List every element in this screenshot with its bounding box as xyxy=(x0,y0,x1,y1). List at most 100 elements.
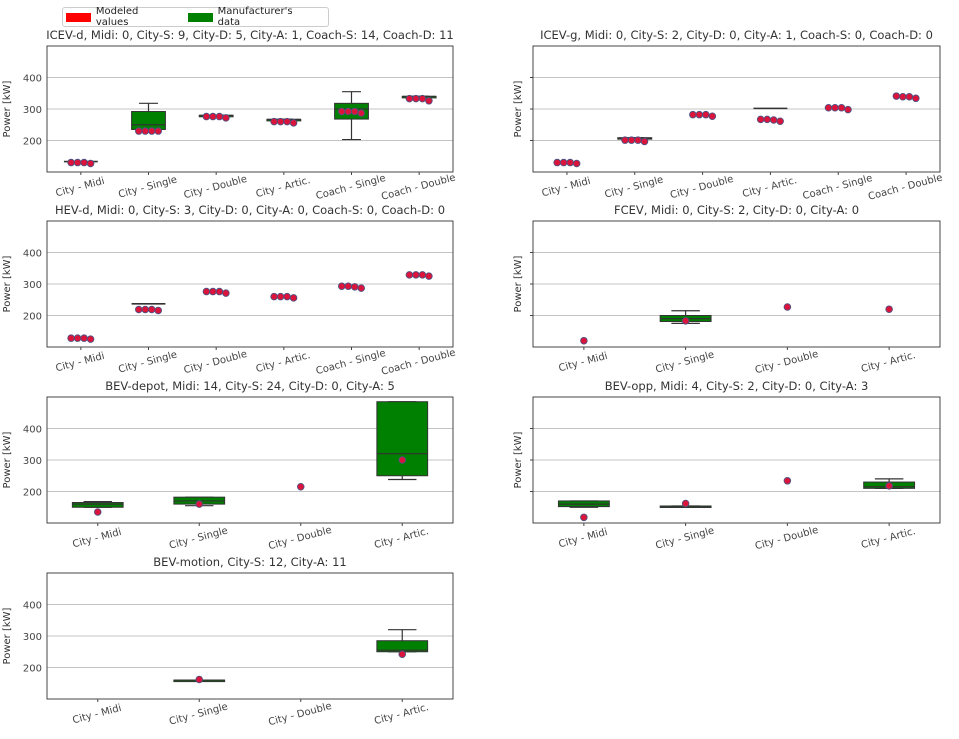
y-axis-label: Power [kW] xyxy=(513,255,524,312)
modeled-point xyxy=(154,127,162,135)
chart-panel: 200 300 400 HEV-d, Midi: 0, City-S: 3, City… xyxy=(2,203,457,378)
modeled-point xyxy=(67,158,75,167)
modeled-point xyxy=(297,483,305,491)
xtick-label: City - Double xyxy=(267,701,333,728)
box-body xyxy=(131,111,166,130)
modeled-point xyxy=(824,103,833,112)
xtick-label: City - Double xyxy=(183,174,249,201)
modeled-point xyxy=(276,117,285,126)
modeled-point xyxy=(283,117,291,126)
xtick-label: Coach - Double xyxy=(380,347,457,377)
modeled-point xyxy=(634,136,642,144)
chart-title: BEV-opp, Midi: 4, City-S: 2, City-D: 0, … xyxy=(605,379,869,393)
modeled-point xyxy=(134,305,143,314)
modeled-point xyxy=(141,305,149,314)
y-axis-label: Power [kW] xyxy=(2,607,13,664)
chart-panel: 200 300 400 BEV-depot, Midi: 14, City-S: 24… xyxy=(2,379,454,552)
chart-title: BEV-motion, City-S: 12, City-A: 11 xyxy=(153,555,346,569)
xtick-label: City - Double xyxy=(183,349,249,376)
xtick-label: Coach - Double xyxy=(380,172,457,202)
chart-title: ICEV-d, Midi: 0, City-S: 9, City-D: 5, C… xyxy=(46,28,453,42)
modeled-point xyxy=(283,292,291,301)
xtick-label: City - Midi xyxy=(558,527,609,551)
legend: Modeled values Manufacturer's data xyxy=(62,6,329,28)
xtick-label: City - Single xyxy=(654,525,715,551)
legend-item-manufacturer: Manufacturer's data xyxy=(187,6,314,28)
modeled-point xyxy=(418,271,427,279)
modeled-point xyxy=(708,112,717,120)
modeled-point xyxy=(344,107,353,116)
y-axis-label: Power [kW] xyxy=(2,431,13,488)
box-plot xyxy=(131,102,166,133)
box-plot xyxy=(376,629,429,653)
modeled-point xyxy=(566,158,574,167)
xtick-label: City - Double xyxy=(669,174,735,201)
modeled-point xyxy=(844,105,852,114)
xtick-label: Coach - Single xyxy=(315,348,387,377)
modeled-point xyxy=(215,112,224,121)
y-axis-label: Power [kW] xyxy=(513,80,524,137)
modeled-point xyxy=(837,103,846,112)
box-plot xyxy=(376,401,429,481)
modeled-point xyxy=(289,294,298,302)
xtick-label: City - Artic. xyxy=(860,350,917,375)
box-plot xyxy=(71,500,124,508)
axes-frame xyxy=(46,396,454,524)
modeled-point xyxy=(73,334,82,342)
modeled-point xyxy=(885,482,893,490)
modeled-point xyxy=(580,336,588,345)
xtick-label: City - Midi xyxy=(558,351,609,375)
xtick-label: City - Artic. xyxy=(741,175,798,200)
ytick-label: 300 xyxy=(23,280,42,291)
modeled-point xyxy=(572,159,581,168)
modeled-point xyxy=(141,127,149,135)
modeled-point xyxy=(215,287,224,296)
modeled-point xyxy=(202,112,211,121)
axes-frame xyxy=(46,45,454,173)
ytick-label: 300 xyxy=(23,632,42,643)
modeled-point xyxy=(702,110,710,119)
ytick-label: 200 xyxy=(23,488,42,499)
xtick-label: City - Midi xyxy=(71,703,122,727)
modeled-point xyxy=(80,334,88,342)
modeled-point xyxy=(202,287,211,296)
ytick-label: 200 xyxy=(23,312,42,323)
box-plot xyxy=(557,500,610,508)
chart-panel: 200 300 400 ICEV-d, Midi: 0, City-S: 9, Cit… xyxy=(2,28,457,203)
axes-frame xyxy=(46,220,454,348)
modeled-point xyxy=(222,114,230,122)
xtick-label: City - Midi xyxy=(71,527,122,551)
ytick-label: 200 xyxy=(23,664,42,675)
xtick-label: City - Single xyxy=(168,701,229,727)
modeled-point xyxy=(580,513,588,522)
modeled-point xyxy=(776,117,784,126)
box-body xyxy=(71,502,124,508)
chart-panel: FCEV, Midi: 0, City-S: 2, City-D: 0, Cit… xyxy=(513,203,941,376)
legend-label-manufacturer: Manufacturer's data xyxy=(217,6,293,28)
ytick-label: 400 xyxy=(23,425,42,436)
xtick-label: Coach - Single xyxy=(315,173,387,202)
chart-title: BEV-depot, Midi: 14, City-S: 24, City-D:… xyxy=(105,379,395,393)
modeled-point xyxy=(425,272,433,280)
ytick-label: 400 xyxy=(23,601,42,612)
modeled-point xyxy=(621,136,629,144)
y-axis-label: Power [kW] xyxy=(2,255,13,312)
y-axis-label: Power [kW] xyxy=(2,80,13,137)
modeled-point xyxy=(412,271,420,279)
ytick-label: 200 xyxy=(23,137,42,148)
chart-title: FCEV, Midi: 0, City-S: 2, City-D: 0, Cit… xyxy=(614,203,859,217)
xtick-label: City - Single xyxy=(604,174,665,200)
modeled-point xyxy=(689,110,697,119)
modeled-point xyxy=(147,127,156,135)
y-axis-label: Power [kW] xyxy=(513,431,524,488)
modeled-point xyxy=(270,117,278,126)
modeled-point xyxy=(885,305,893,313)
modeled-point xyxy=(222,289,230,297)
axes-frame xyxy=(532,220,941,348)
modeled-point xyxy=(425,97,433,105)
modeled-point xyxy=(344,282,353,290)
axes-frame xyxy=(532,396,941,524)
xtick-label: Coach - Double xyxy=(867,172,944,202)
modeled-point xyxy=(681,317,690,325)
